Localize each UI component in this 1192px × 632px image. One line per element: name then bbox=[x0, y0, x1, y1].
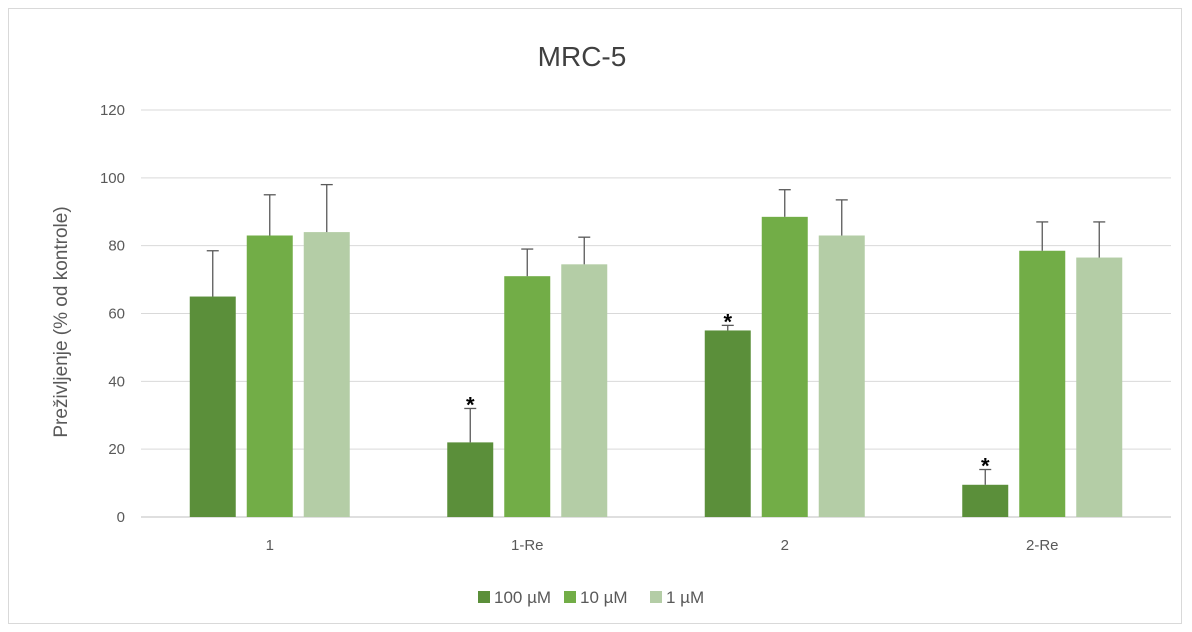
significance-star: * bbox=[723, 309, 732, 334]
bar bbox=[561, 264, 608, 517]
y-axis-ticks: 0 20 40 60 80 100 120 bbox=[100, 102, 125, 526]
gridlines bbox=[141, 109, 1171, 518]
y-tick-label: 80 bbox=[108, 238, 125, 255]
x-tick-label: 2-Re bbox=[1026, 537, 1059, 554]
error-bar bbox=[1036, 221, 1049, 251]
y-tick-label: 40 bbox=[108, 373, 125, 390]
significance-star: * bbox=[466, 392, 475, 417]
chart-title: MRC-5 bbox=[538, 41, 627, 72]
significance-star: * bbox=[981, 454, 990, 479]
y-tick-label: 120 bbox=[100, 102, 125, 119]
error-bar bbox=[206, 250, 219, 297]
x-tick-label: 1 bbox=[266, 537, 274, 554]
legend: 100 µM 10 µM 1 µM bbox=[478, 588, 704, 607]
legend-label: 100 µM bbox=[494, 588, 551, 607]
error-bar bbox=[464, 407, 477, 443]
bar bbox=[1076, 257, 1123, 517]
legend-item: 1 µM bbox=[650, 588, 704, 607]
bar bbox=[818, 235, 865, 517]
error-bar bbox=[320, 183, 333, 233]
error-bar bbox=[263, 194, 276, 236]
x-tick-label: 2 bbox=[781, 537, 789, 554]
error-bar bbox=[721, 324, 734, 331]
error-bar bbox=[979, 468, 992, 485]
legend-swatch bbox=[564, 591, 576, 603]
error-bar bbox=[778, 189, 791, 217]
bar bbox=[303, 232, 350, 517]
x-axis-ticks: 1 1-Re 2 2-Re bbox=[266, 537, 1059, 554]
error-bar bbox=[578, 236, 591, 265]
significance-markers: * * * bbox=[466, 309, 990, 478]
bar bbox=[962, 484, 1009, 517]
bars bbox=[189, 216, 1123, 518]
error-bar bbox=[835, 199, 848, 236]
bar bbox=[447, 442, 494, 517]
bar bbox=[189, 296, 236, 517]
legend-label: 1 µM bbox=[666, 588, 704, 607]
bar bbox=[504, 276, 551, 517]
bar bbox=[1019, 250, 1066, 518]
legend-swatch bbox=[650, 591, 662, 603]
y-tick-label: 60 bbox=[108, 306, 125, 323]
error-bar bbox=[1093, 221, 1106, 258]
legend-item: 100 µM bbox=[478, 588, 551, 607]
x-tick-label: 1-Re bbox=[511, 537, 544, 554]
chart-frame: 0 20 40 60 80 100 120 * * * 1 1-Re 2 2-Re MRC-5 Pre… bbox=[8, 8, 1182, 624]
error-bars bbox=[206, 183, 1106, 485]
bar-chart: 0 20 40 60 80 100 120 * * * 1 1-Re 2 2-Re MRC-5 Pre… bbox=[51, 41, 1171, 607]
legend-item: 10 µM bbox=[564, 588, 628, 607]
y-tick-label: 20 bbox=[108, 441, 125, 458]
bar bbox=[246, 235, 293, 517]
legend-swatch bbox=[478, 591, 490, 603]
bar bbox=[704, 330, 751, 517]
y-tick-label: 0 bbox=[117, 509, 125, 526]
error-bar bbox=[521, 248, 534, 277]
y-axis-label: Preživljenje (% od kontrole) bbox=[51, 206, 72, 437]
y-tick-label: 100 bbox=[100, 170, 125, 187]
bar bbox=[761, 216, 808, 517]
legend-label: 10 µM bbox=[580, 588, 628, 607]
